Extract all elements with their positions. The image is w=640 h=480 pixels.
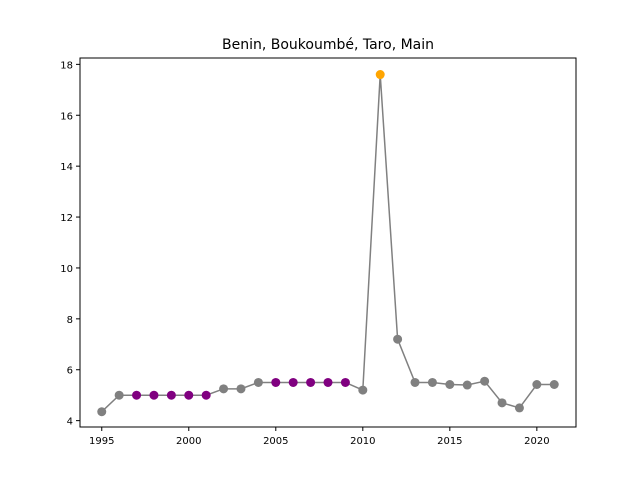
data-point: [236, 384, 246, 394]
data-point: [201, 390, 211, 400]
data-point: [306, 377, 316, 387]
x-tick-label: 2000: [176, 436, 201, 447]
y-tick-label: 10: [60, 264, 73, 275]
data-point: [323, 377, 333, 387]
data-point: [375, 70, 385, 80]
x-tick-label: 2015: [437, 436, 462, 447]
data-point: [427, 377, 437, 387]
x-tick-label: 2010: [350, 436, 375, 447]
data-point: [184, 390, 194, 400]
y-tick-label: 6: [67, 366, 73, 377]
data-point: [114, 390, 124, 400]
data-point: [410, 377, 420, 387]
y-tick-label: 18: [60, 60, 73, 71]
axes-frame: [79, 57, 577, 428]
data-point: [445, 380, 455, 389]
data-point: [462, 380, 472, 390]
y-tick-label: 12: [60, 213, 73, 224]
y-tick-label: 14: [60, 162, 73, 173]
data-point: [549, 380, 559, 389]
data-point: [532, 380, 542, 389]
plot-area: [97, 70, 559, 417]
data-point: [497, 398, 507, 408]
data-point: [358, 385, 368, 395]
data-point: [132, 390, 142, 400]
data-point: [340, 377, 350, 387]
chart-title: Benin, Boukoumbé, Taro, Main: [222, 37, 434, 53]
data-point: [271, 377, 281, 387]
data-point: [166, 390, 176, 400]
data-point: [480, 376, 490, 386]
x-tick-label: 2005: [263, 436, 288, 447]
x-tick-label: 2020: [524, 436, 549, 447]
data-point: [219, 384, 229, 394]
data-point: [393, 334, 403, 344]
y-tick-label: 16: [60, 111, 73, 122]
axis-ticks: 1995 2000 2005 2010 2015 2020 4 6 8 10 12 14 16 18: [60, 60, 549, 447]
y-tick-label: 8: [67, 315, 73, 326]
data-point: [288, 377, 298, 387]
y-tick-label: 4: [67, 417, 73, 428]
data-point: [253, 377, 263, 387]
data-point: [97, 407, 107, 417]
data-point: [149, 390, 159, 400]
x-tick-label: 1995: [89, 436, 114, 447]
data-point: [514, 403, 524, 413]
